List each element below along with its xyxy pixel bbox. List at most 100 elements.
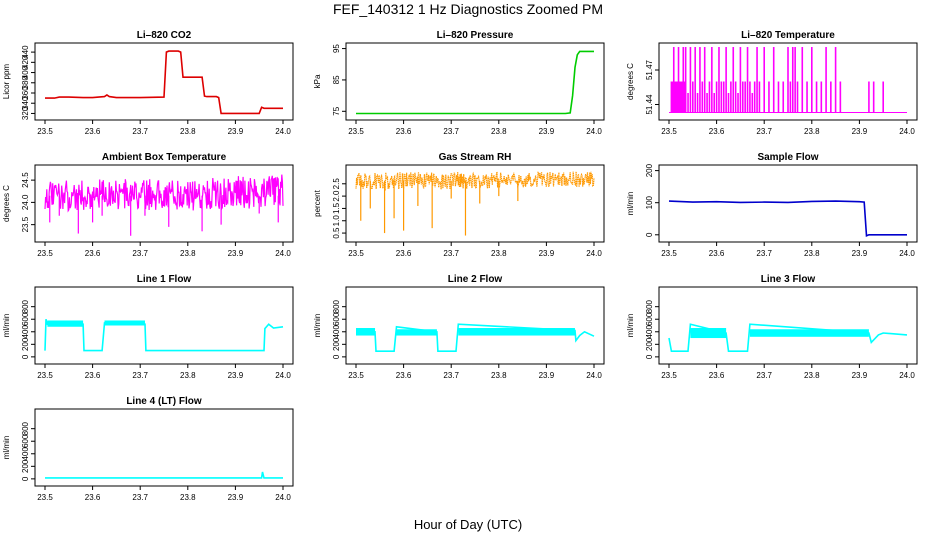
y-tick-label: 320 bbox=[21, 106, 30, 120]
panel-title: Gas Stream RH bbox=[439, 152, 512, 163]
x-tick-label: 23.5 bbox=[37, 249, 53, 258]
y-tick-label: 75 bbox=[332, 106, 341, 115]
y-tick-label: 85 bbox=[332, 75, 341, 84]
x-tick-label: 23.7 bbox=[443, 371, 459, 380]
x-tick-label: 23.5 bbox=[661, 249, 677, 258]
panel-7: Line 1 Flow ml/min 23.5 23.6 23.7 23.8 23.9 24.… bbox=[2, 274, 294, 380]
x-tick-label: 23.8 bbox=[180, 249, 196, 258]
x-tick-label: 23.5 bbox=[37, 371, 53, 380]
panel-frame bbox=[34, 42, 294, 121]
x-tick-label: 23.6 bbox=[709, 127, 725, 136]
x-tick-label: 24.0 bbox=[275, 249, 291, 258]
y-tick-label: 800 bbox=[21, 421, 30, 435]
panel-title: Line 3 Flow bbox=[761, 274, 816, 285]
y-tick-label: 400 bbox=[332, 325, 341, 339]
y-axis-label: ml/min bbox=[626, 314, 635, 338]
x-tick-label: 23.9 bbox=[228, 127, 244, 136]
y-tick-label: 800 bbox=[332, 299, 341, 313]
y-tick-label: 200 bbox=[21, 459, 30, 473]
y-axis-label: ml/min bbox=[2, 314, 11, 338]
x-tick-label: 23.5 bbox=[37, 127, 53, 136]
x-tick-label: 23.9 bbox=[228, 493, 244, 502]
y-tick-label: 200 bbox=[645, 337, 654, 351]
y-tick-label: 400 bbox=[21, 65, 30, 79]
y-tick-label: 1.5 bbox=[332, 202, 341, 214]
series-line bbox=[668, 200, 907, 237]
series-line bbox=[44, 318, 284, 352]
x-axis-title: Hour of Day (UTC) bbox=[413, 517, 523, 532]
x-tick-label: 23.8 bbox=[180, 371, 196, 380]
y-tick-label: 800 bbox=[21, 299, 30, 313]
x-tick-label: 23.7 bbox=[443, 127, 459, 136]
y-tick-label: 51.47 bbox=[645, 59, 654, 80]
y-tick-label: 380 bbox=[21, 76, 30, 90]
x-tick-label: 23.8 bbox=[491, 371, 507, 380]
y-tick-label: 600 bbox=[645, 312, 654, 326]
data-block bbox=[671, 81, 686, 113]
x-tick-label: 24.0 bbox=[275, 127, 291, 136]
y-tick-label: 200 bbox=[21, 337, 30, 351]
x-tick-label: 23.5 bbox=[37, 493, 53, 502]
x-tick-label: 23.8 bbox=[804, 249, 820, 258]
series-line bbox=[45, 471, 283, 479]
y-tick-label: 2.0 bbox=[332, 190, 341, 202]
panel-frame bbox=[658, 164, 918, 243]
y-tick-label: 420 bbox=[21, 55, 30, 69]
panel-frame bbox=[34, 408, 294, 487]
data-band bbox=[690, 328, 727, 339]
data-band bbox=[749, 329, 869, 337]
y-tick-label: 0 bbox=[645, 354, 654, 359]
y-tick-label: 100 bbox=[645, 195, 654, 209]
x-tick-label: 24.0 bbox=[586, 249, 602, 258]
y-tick-label: 0 bbox=[21, 476, 30, 481]
panel-frame bbox=[345, 286, 605, 365]
x-tick-label: 23.5 bbox=[661, 371, 677, 380]
series-line bbox=[356, 323, 595, 352]
panel-frame bbox=[658, 42, 918, 121]
panel-10: Line 4 (LT) Flow ml/min 23.5 23.6 23.7 23.8 23… bbox=[2, 396, 294, 502]
y-tick-label: 0 bbox=[332, 354, 341, 359]
x-tick-label: 24.0 bbox=[586, 127, 602, 136]
x-tick-label: 23.7 bbox=[132, 493, 148, 502]
y-tick-label: 200 bbox=[645, 163, 654, 177]
x-tick-label: 24.0 bbox=[275, 493, 291, 502]
x-tick-label: 23.6 bbox=[396, 249, 412, 258]
x-tick-label: 23.9 bbox=[539, 127, 555, 136]
y-tick-label: 23.5 bbox=[21, 216, 30, 232]
x-tick-label: 23.6 bbox=[709, 371, 725, 380]
y-axis-label: percent bbox=[313, 189, 322, 216]
y-tick-label: 600 bbox=[332, 312, 341, 326]
panel-title: Ambient Box Temperature bbox=[102, 152, 227, 163]
panel-frame bbox=[658, 286, 918, 365]
panel-title: Line 2 Flow bbox=[448, 274, 503, 285]
x-tick-label: 23.5 bbox=[348, 249, 364, 258]
series-line bbox=[668, 323, 908, 352]
panel-6: Sample Flow ml/min 23.5 23.6 23.7 23.8 23.9 24.… bbox=[626, 152, 918, 258]
x-tick-label: 23.8 bbox=[180, 127, 196, 136]
data-band bbox=[396, 329, 437, 336]
series-line bbox=[356, 50, 594, 115]
panel-4: Ambient Box Temperature degrees C 23.5 23.6… bbox=[2, 152, 294, 258]
y-tick-label: 400 bbox=[21, 325, 30, 339]
y-tick-label: 400 bbox=[645, 325, 654, 339]
x-tick-label: 23.7 bbox=[443, 249, 459, 258]
y-axis-label: kPa bbox=[313, 74, 322, 88]
x-tick-label: 23.6 bbox=[396, 127, 412, 136]
panel-title: Li–820 CO2 bbox=[137, 30, 192, 41]
x-tick-label: 23.9 bbox=[852, 371, 868, 380]
panel-3: Li–820 Temperature degrees C 23.5 23.6 23.7 2… bbox=[626, 30, 918, 136]
x-tick-label: 23.5 bbox=[348, 371, 364, 380]
panel-title: Sample Flow bbox=[757, 152, 818, 163]
panel-title: Li–820 Temperature bbox=[741, 30, 835, 41]
y-axis-label: degrees C bbox=[626, 63, 635, 100]
y-tick-label: 0 bbox=[21, 354, 30, 359]
panel-frame bbox=[345, 42, 605, 121]
y-tick-label: 24.5 bbox=[21, 172, 30, 188]
x-tick-label: 24.0 bbox=[275, 371, 291, 380]
y-tick-label: 0.5 bbox=[332, 227, 341, 239]
x-tick-label: 23.5 bbox=[661, 127, 677, 136]
panel-frame bbox=[34, 164, 294, 243]
x-tick-label: 23.9 bbox=[852, 127, 868, 136]
